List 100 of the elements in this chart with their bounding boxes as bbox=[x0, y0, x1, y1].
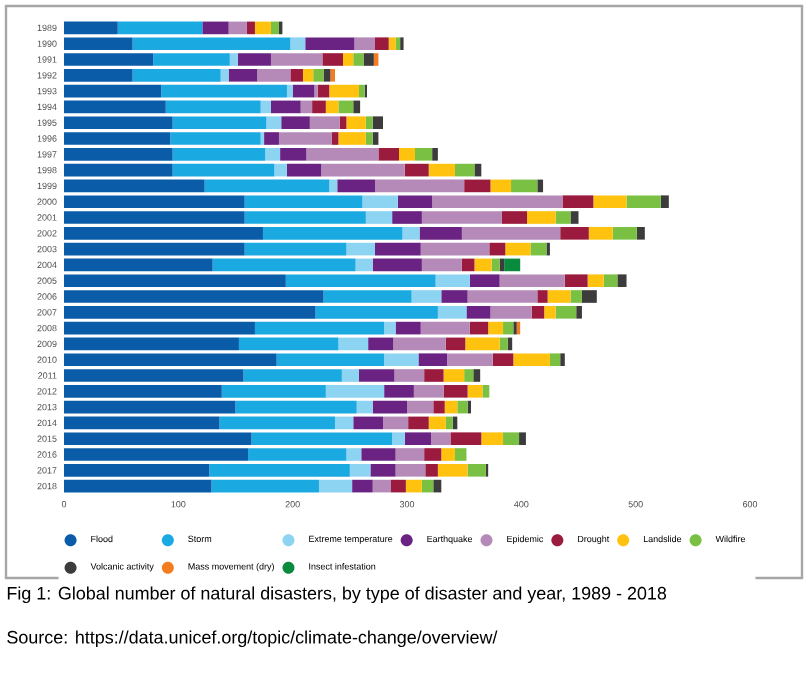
bar bbox=[395, 321, 421, 335]
bar bbox=[424, 369, 444, 382]
bar bbox=[603, 274, 618, 288]
bar bbox=[474, 258, 492, 272]
bar bbox=[445, 337, 466, 351]
bar bbox=[353, 53, 364, 66]
bar bbox=[491, 258, 500, 272]
bar bbox=[418, 353, 448, 367]
bar bbox=[431, 432, 451, 446]
bar bbox=[338, 100, 354, 114]
bar bbox=[433, 479, 442, 493]
bar bbox=[325, 100, 339, 114]
bar bbox=[421, 258, 462, 272]
bar bbox=[363, 53, 374, 66]
bar bbox=[322, 53, 343, 66]
bar bbox=[467, 463, 486, 477]
bar bbox=[464, 179, 491, 193]
bar bbox=[402, 226, 420, 240]
bar bbox=[246, 21, 255, 35]
bar bbox=[564, 274, 588, 288]
bar bbox=[334, 416, 354, 430]
bar bbox=[555, 211, 571, 224]
bar bbox=[473, 369, 481, 382]
bar bbox=[513, 353, 550, 367]
bar bbox=[393, 337, 446, 351]
bar bbox=[469, 321, 489, 335]
bar bbox=[305, 37, 355, 51]
bar bbox=[455, 163, 475, 177]
bar bbox=[382, 416, 409, 430]
bar bbox=[338, 337, 369, 351]
bar bbox=[457, 400, 468, 414]
bar bbox=[626, 195, 661, 209]
bar bbox=[527, 211, 556, 224]
bar bbox=[374, 37, 389, 51]
bar bbox=[404, 432, 432, 446]
bar bbox=[499, 337, 508, 351]
bar bbox=[421, 479, 434, 493]
bar bbox=[432, 147, 438, 161]
bar bbox=[593, 195, 627, 209]
bar bbox=[202, 21, 229, 35]
bar bbox=[450, 432, 482, 446]
bar bbox=[447, 353, 493, 367]
bar bbox=[519, 432, 526, 446]
bar bbox=[337, 179, 375, 193]
bar bbox=[399, 147, 416, 161]
bar bbox=[488, 321, 504, 335]
bar bbox=[368, 337, 394, 351]
bar bbox=[378, 147, 399, 161]
bar bbox=[388, 37, 396, 51]
bar bbox=[329, 179, 338, 193]
bar bbox=[270, 21, 279, 35]
bar bbox=[323, 68, 331, 82]
bar bbox=[467, 384, 483, 398]
bar bbox=[570, 211, 579, 224]
bar bbox=[372, 258, 422, 272]
bar bbox=[504, 258, 521, 272]
bar bbox=[474, 163, 482, 177]
bar bbox=[489, 242, 506, 256]
bar bbox=[317, 84, 330, 98]
bar bbox=[290, 68, 303, 82]
bar bbox=[404, 163, 429, 177]
bar bbox=[312, 100, 326, 114]
bar bbox=[660, 195, 669, 209]
bar bbox=[612, 226, 637, 240]
bar bbox=[420, 321, 470, 335]
bar bbox=[530, 242, 547, 256]
bar bbox=[342, 53, 354, 66]
bar bbox=[372, 479, 391, 493]
bar bbox=[511, 179, 538, 193]
bar bbox=[465, 337, 500, 351]
bar bbox=[384, 321, 396, 335]
caption: Fig 1: Global number of natural disasters, by type of disaster and year, 1989 - 2018 bbox=[7, 586, 667, 604]
bar bbox=[264, 132, 279, 145]
bar bbox=[503, 432, 520, 446]
bar bbox=[581, 290, 597, 303]
bar bbox=[384, 353, 419, 367]
bar bbox=[444, 400, 458, 414]
bar bbox=[455, 448, 467, 461]
bar bbox=[490, 179, 512, 193]
source-note: Source: https://data.unicef.org/topic/climate-change/overview/ bbox=[7, 630, 498, 648]
bar bbox=[292, 84, 315, 98]
bar bbox=[313, 68, 324, 82]
bar bbox=[549, 353, 561, 367]
bar bbox=[354, 37, 375, 51]
bar bbox=[501, 211, 528, 224]
bar bbox=[331, 132, 339, 145]
bar bbox=[587, 274, 604, 288]
bar bbox=[461, 258, 475, 272]
bar bbox=[302, 68, 314, 82]
bar bbox=[373, 53, 379, 66]
bar bbox=[290, 37, 306, 51]
bar bbox=[391, 479, 406, 493]
bar bbox=[329, 84, 359, 98]
bar bbox=[445, 416, 453, 430]
bar bbox=[228, 21, 247, 35]
bar bbox=[346, 242, 375, 256]
bar bbox=[481, 432, 504, 446]
bar bbox=[220, 68, 229, 82]
bar bbox=[503, 321, 514, 335]
bar bbox=[353, 100, 361, 114]
